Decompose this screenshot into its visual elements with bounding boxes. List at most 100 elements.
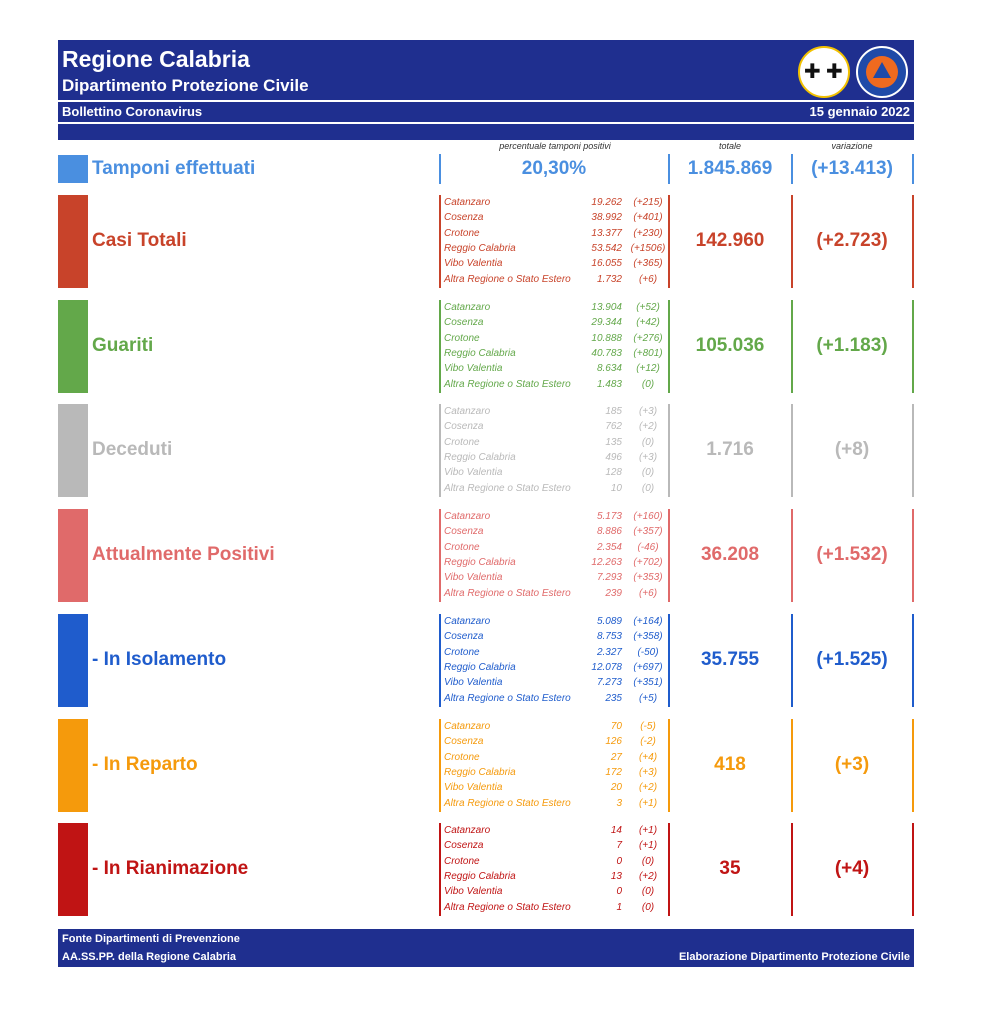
province-value: 27	[610, 751, 622, 763]
cross-icon: ✚	[826, 61, 843, 83]
category-color-swatch	[58, 404, 88, 497]
province-value: 8.886	[596, 526, 622, 538]
province-name: Reggio Calabria	[444, 242, 516, 254]
header-divider	[58, 100, 914, 102]
province-delta: (+276)	[633, 332, 663, 344]
province-name: Vibo Valentia	[444, 572, 503, 584]
column-separator	[668, 823, 670, 916]
province-delta: (+12)	[636, 363, 660, 375]
province-value: 2.354	[596, 541, 622, 553]
column-separator	[912, 614, 914, 707]
column-header-change: variazione	[831, 141, 873, 151]
province-delta: (-2)	[640, 736, 656, 748]
province-delta: (+357)	[633, 526, 663, 538]
category-total: 36.208	[700, 543, 760, 565]
column-separator	[668, 154, 670, 184]
tamponi-change: (+13.413)	[811, 158, 893, 179]
province-value: 70	[610, 721, 622, 732]
province-name: Catanzaro	[444, 511, 491, 522]
province-delta: (+1506)	[630, 242, 666, 254]
column-separator	[668, 404, 670, 497]
province-name: Altra Regione o Stato Estero	[444, 273, 571, 285]
header-subtitle: Dipartimento Protezione Civile	[62, 76, 309, 95]
column-separator	[439, 195, 441, 288]
province-value: 1.483	[596, 378, 622, 390]
province-value: 126	[605, 736, 622, 748]
column-separator	[439, 154, 441, 184]
province-name: Vibo Valentia	[444, 363, 503, 375]
province-name: Altra Regione o Stato Estero	[444, 378, 571, 390]
header-divider-bottom	[58, 122, 914, 124]
province-value: 10.888	[591, 332, 622, 344]
province-name: Vibo Valentia	[444, 467, 503, 479]
province-delta: (+164)	[633, 616, 663, 627]
category-label: Deceduti	[92, 438, 173, 460]
province-name: Crotone	[444, 751, 480, 763]
tamponi-total: 1.845.869	[687, 158, 773, 179]
header-banner: Regione Calabria Dipartimento Protezione…	[58, 40, 914, 140]
province-value: 7.293	[596, 572, 622, 584]
column-separator	[439, 404, 441, 497]
column-separator	[668, 509, 670, 602]
province-name: Catanzaro	[444, 721, 491, 732]
province-value: 3	[616, 797, 622, 809]
province-delta: (+42)	[636, 317, 660, 329]
province-delta: (+6)	[638, 587, 658, 599]
province-delta: (-46)	[637, 541, 659, 553]
category-change: (+1.183)	[816, 334, 888, 356]
province-value: 5.089	[596, 616, 622, 627]
category-change: (+4)	[834, 857, 870, 879]
column-separator	[912, 719, 914, 812]
province-value: 14	[610, 825, 622, 836]
column-separator	[912, 509, 914, 602]
province-name: Reggio Calabria	[444, 661, 516, 673]
province-name: Vibo Valentia	[444, 886, 503, 898]
bulletin-date: 15 gennaio 2022	[809, 104, 910, 119]
category-total: 105.036	[695, 334, 765, 356]
category-label: - In Isolamento	[92, 648, 227, 670]
category-total: 35	[719, 857, 741, 879]
province-name: Reggio Calabria	[444, 870, 516, 882]
province-value: 1	[616, 901, 622, 913]
cross-icon: ✚	[804, 61, 821, 83]
province-value: 185	[605, 406, 622, 417]
column-separator	[439, 300, 441, 393]
category-label: Guariti	[92, 334, 154, 356]
column-separator	[791, 509, 793, 602]
province-value: 38.992	[591, 212, 622, 224]
category-label: - In Reparto	[92, 753, 198, 775]
province-name: Altra Regione o Stato Estero	[444, 797, 571, 809]
category-total: 35.755	[700, 648, 760, 670]
tamponi-color-swatch	[58, 155, 88, 183]
column-separator	[791, 195, 793, 288]
province-value: 762	[605, 421, 622, 433]
category-color-swatch	[58, 195, 88, 288]
province-value: 12.263	[591, 556, 622, 568]
province-delta: (+215)	[633, 197, 663, 208]
regione-calabria-logo: ✚ ✚	[798, 46, 850, 98]
column-separator	[791, 614, 793, 707]
category-color-swatch	[58, 300, 88, 393]
province-delta: (+3)	[638, 766, 658, 778]
province-value: 12.078	[591, 661, 622, 673]
province-name: Altra Regione o Stato Estero	[444, 692, 571, 704]
province-value: 135	[605, 436, 622, 448]
province-delta: (+365)	[633, 258, 663, 270]
column-separator	[439, 823, 441, 916]
column-separator	[912, 195, 914, 288]
column-separator	[912, 154, 914, 184]
province-delta: (+358)	[633, 631, 663, 643]
province-name: Cosenza	[444, 526, 484, 538]
province-delta: (+2)	[638, 421, 658, 433]
province-delta: (+160)	[633, 511, 663, 522]
province-value: 1.732	[596, 273, 622, 285]
province-name: Reggio Calabria	[444, 766, 516, 778]
province-name: Cosenza	[444, 631, 484, 643]
tamponi-label: Tamponi effettuati	[92, 158, 256, 179]
province-delta: (0)	[641, 378, 655, 390]
positive-rate-value: 20,30%	[521, 158, 587, 179]
province-value: 13	[610, 870, 622, 882]
province-value: 29.344	[591, 317, 622, 329]
column-separator	[668, 300, 670, 393]
province-value: 8.753	[596, 631, 622, 643]
